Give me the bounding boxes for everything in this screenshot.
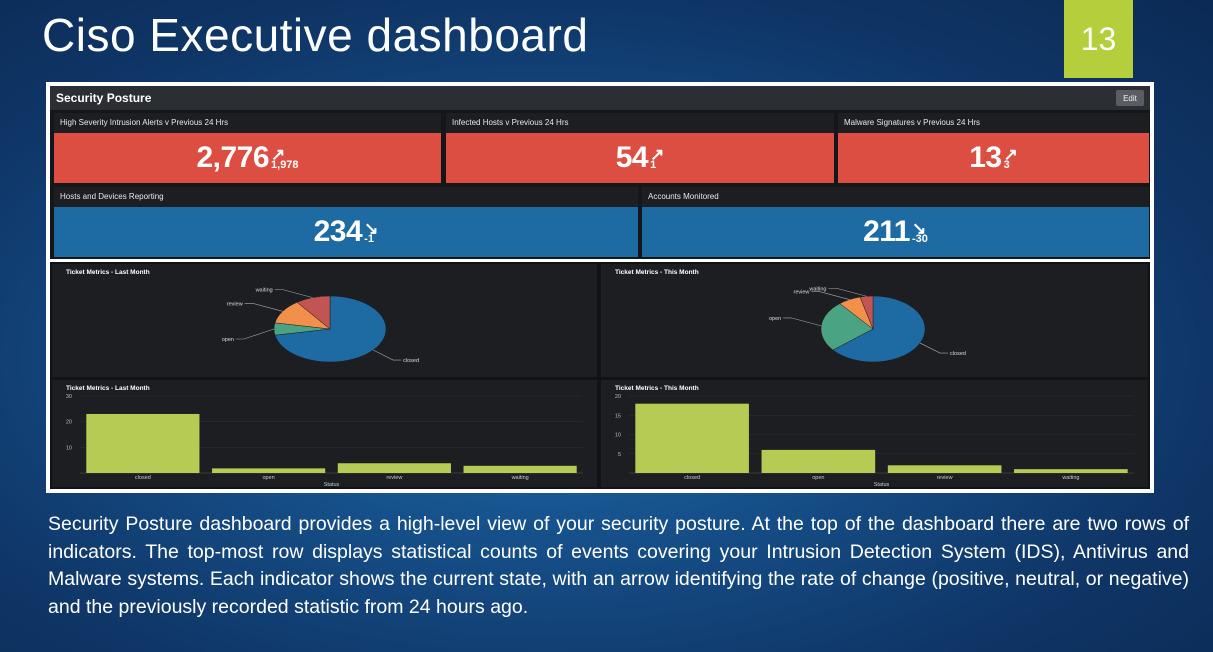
trend-up-icon: ↗ bbox=[650, 144, 665, 164]
kpi-value-box: 234 ↘ -1 bbox=[54, 207, 638, 257]
kpi-label: High Severity Intrusion Alerts v Previou… bbox=[60, 118, 229, 127]
kpi-label: Malware Signatures v Previous 24 Hrs bbox=[844, 118, 981, 127]
x-tick-label: waiting bbox=[1061, 475, 1079, 481]
bar-review[interactable] bbox=[887, 465, 1002, 473]
x-tick-label: open bbox=[263, 475, 275, 481]
pie-leader-line bbox=[236, 328, 275, 340]
chart-title: Ticket Metrics - Last Month bbox=[66, 385, 150, 392]
trend-down-icon: ↘ bbox=[912, 218, 927, 238]
y-tick-label: 15 bbox=[615, 413, 621, 419]
ticket-metrics-panel: Ticket Metrics - Last Month closed open re… bbox=[50, 262, 1150, 489]
pie-slice-closed[interactable] bbox=[274, 295, 387, 363]
security-posture-panel: Security Posture Edit High Severity Intr… bbox=[50, 86, 1150, 259]
kpi-infected-hosts[interactable]: Infected Hosts v Previous 24 Hrs 54 ↗ 1 bbox=[446, 113, 834, 183]
x-tick-label: closed bbox=[684, 475, 700, 481]
bar-closed[interactable] bbox=[635, 403, 749, 473]
trend-up-icon: ↗ bbox=[271, 144, 286, 164]
kpi-value-box: 13 ↗ 3 bbox=[838, 133, 1149, 183]
pie-leader-line bbox=[783, 317, 822, 327]
kpi-value: 13 bbox=[969, 141, 1002, 174]
bar-cell-last-month: Ticket Metrics - Last Month 10 20 30 closed… bbox=[52, 380, 597, 487]
trend-down-icon: ↘ bbox=[364, 218, 379, 238]
pie-label: review bbox=[227, 301, 243, 307]
pie-label: waiting bbox=[808, 286, 826, 292]
pie-label: open bbox=[769, 316, 781, 322]
bar-waiting[interactable] bbox=[463, 465, 577, 473]
kpi-delta: -30 bbox=[912, 232, 928, 245]
kpi-value: 2,776 bbox=[196, 141, 270, 174]
pie-leader-line bbox=[244, 303, 283, 312]
pie-label: closed bbox=[403, 358, 419, 364]
kpi-delta: 3 bbox=[1003, 158, 1010, 171]
pie-leader-line bbox=[919, 342, 949, 354]
x-tick-label: review bbox=[937, 475, 953, 481]
slide-number: 13 bbox=[1064, 0, 1133, 78]
kpi-label: Hosts and Devices Reporting bbox=[60, 192, 164, 201]
bar-review[interactable] bbox=[337, 463, 451, 473]
kpi-label: Infected Hosts v Previous 24 Hrs bbox=[452, 118, 569, 127]
bar-chart-this-month: 5 10 15 20 closed open review waiting Status bbox=[615, 394, 1134, 487]
bar-open[interactable] bbox=[761, 449, 876, 473]
pie-leader-line bbox=[274, 289, 313, 298]
pie-chart-last-month: closed open review waiting bbox=[222, 288, 419, 364]
kpi-accounts-monitored[interactable]: Accounts Monitored 211 ↘ -30 bbox=[642, 187, 1149, 257]
pie-cell-last-month: Ticket Metrics - Last Month closed open re… bbox=[52, 264, 597, 377]
kpi-value: 234 bbox=[313, 215, 363, 248]
kpi-value-box: 211 ↘ -30 bbox=[642, 207, 1149, 257]
y-tick-label: 10 bbox=[66, 445, 72, 451]
y-tick-label: 20 bbox=[615, 394, 621, 400]
pie-leader-line bbox=[811, 291, 850, 300]
kpi-hosts-devices[interactable]: Hosts and Devices Reporting 234 ↘ -1 bbox=[54, 187, 638, 257]
chart-title: Ticket Metrics - This Month bbox=[615, 385, 699, 392]
bar-chart-last-month: 10 20 30 closed open review waiting Status bbox=[66, 394, 583, 487]
trend-up-icon: ↗ bbox=[1003, 144, 1018, 164]
panel-header: Security Posture Edit bbox=[50, 86, 1150, 110]
y-tick-label: 20 bbox=[66, 420, 72, 426]
x-axis-label: Status bbox=[324, 482, 340, 487]
dashboard-title: Security Posture bbox=[56, 91, 152, 105]
pie-label: closed bbox=[950, 351, 966, 357]
dashboard-screenshot: Security Posture Edit High Severity Intr… bbox=[46, 82, 1154, 493]
x-tick-label: review bbox=[386, 475, 402, 481]
edit-button[interactable]: Edit bbox=[1116, 90, 1144, 106]
kpi-value: 211 bbox=[863, 215, 910, 248]
slide-caption: Security Posture dashboard provides a hi… bbox=[48, 513, 1189, 618]
kpi-intrusion-alerts[interactable]: High Severity Intrusion Alerts v Previou… bbox=[54, 113, 441, 183]
x-tick-label: closed bbox=[135, 475, 151, 481]
kpi-label: Accounts Monitored bbox=[648, 192, 719, 201]
pie-label: open bbox=[222, 337, 234, 343]
pie-label: review bbox=[793, 290, 809, 296]
y-tick-label: 5 bbox=[618, 452, 621, 458]
pie-slice-closed[interactable] bbox=[832, 295, 926, 363]
pie-cell-this-month: Ticket Metrics - This Month closed open re… bbox=[601, 264, 1148, 377]
kpi-value-box: 2,776 ↗ 1,978 bbox=[54, 133, 441, 183]
bar-closed[interactable] bbox=[86, 413, 200, 473]
pie-leader-line bbox=[373, 349, 402, 361]
slide-title: Ciso Executive dashboard bbox=[42, 9, 589, 61]
y-tick-label: 30 bbox=[66, 394, 72, 400]
pie-leader-line bbox=[828, 287, 867, 297]
pie-label: waiting bbox=[255, 288, 273, 294]
bar-cell-this-month: Ticket Metrics - This Month 5 10 15 20 close… bbox=[601, 380, 1148, 487]
kpi-delta: 1 bbox=[650, 158, 657, 171]
kpi-value-box: 54 ↗ 1 bbox=[446, 133, 834, 183]
x-tick-label: open bbox=[812, 475, 824, 481]
chart-title: Ticket Metrics - This Month bbox=[615, 269, 699, 276]
bar-waiting[interactable] bbox=[1014, 469, 1128, 473]
x-tick-label: waiting bbox=[511, 475, 529, 481]
kpi-delta: 1,978 bbox=[271, 158, 299, 171]
x-axis-label: Status bbox=[874, 482, 890, 487]
bar-open[interactable] bbox=[212, 468, 326, 473]
kpi-delta: -1 bbox=[364, 232, 374, 245]
kpi-value: 54 bbox=[615, 141, 649, 174]
y-tick-label: 10 bbox=[615, 433, 621, 439]
kpi-malware-signatures[interactable]: Malware Signatures v Previous 24 Hrs 13 … bbox=[838, 113, 1149, 183]
chart-title: Ticket Metrics - Last Month bbox=[66, 269, 150, 276]
